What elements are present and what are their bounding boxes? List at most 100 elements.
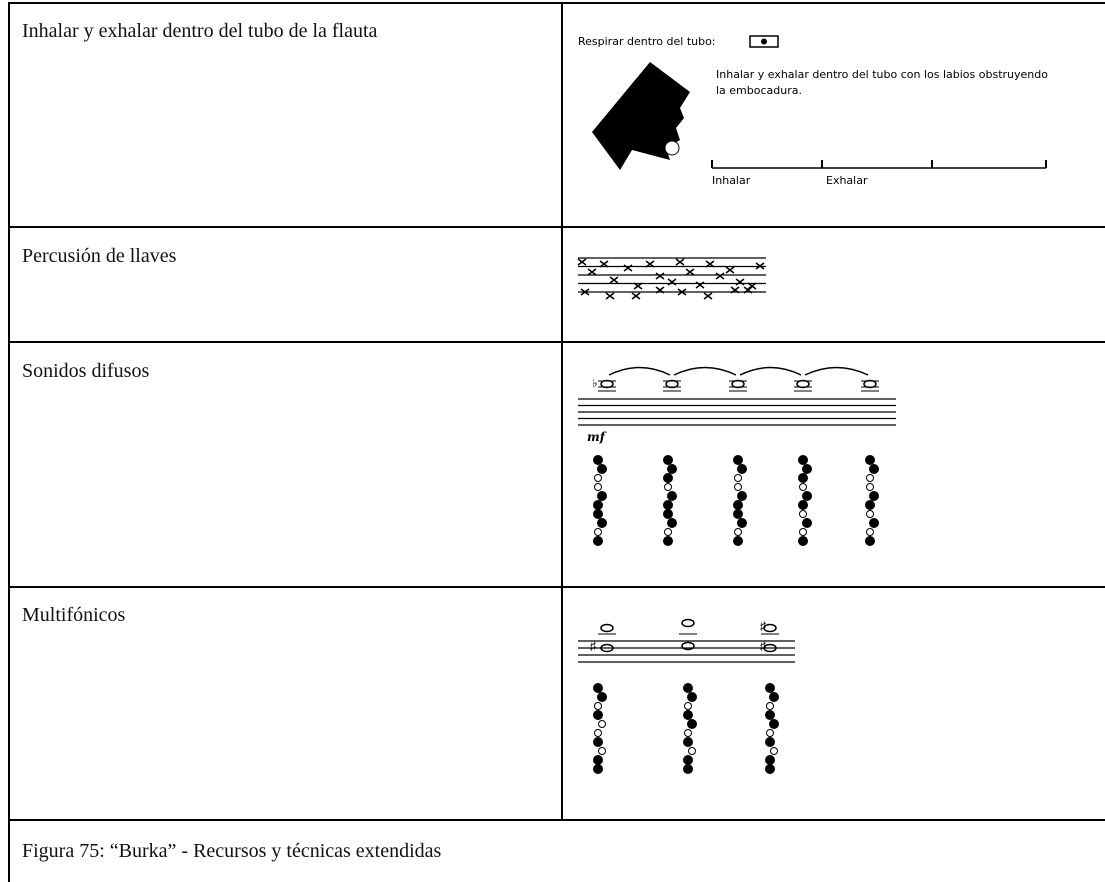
fingering-key [663, 455, 673, 465]
slur [739, 366, 802, 376]
fingering-key [765, 755, 775, 765]
x-note [705, 260, 715, 268]
x-note [655, 286, 665, 294]
fingering-key [866, 528, 874, 536]
flat: ♭ [592, 376, 598, 390]
border [8, 226, 1105, 228]
fingering-key [597, 464, 607, 474]
x-note [623, 264, 633, 272]
fingering-key [663, 536, 673, 546]
fingering-key [733, 536, 743, 546]
x-note [730, 286, 740, 294]
fingering-key [683, 764, 693, 774]
fingering-key [766, 729, 774, 737]
fingering-key [769, 719, 779, 729]
fingering-key [664, 528, 672, 536]
fingering-key [798, 473, 808, 483]
border [8, 2, 10, 882]
fingering-key [765, 710, 775, 720]
fingering-key [593, 764, 603, 774]
fingering-key [593, 500, 603, 510]
row-label: Sonidos difusos [22, 360, 150, 382]
timeline-label: Exhalar [826, 174, 868, 187]
row-label: Percusión de llaves [22, 245, 177, 267]
slur [673, 366, 737, 376]
fingering-key [869, 518, 879, 528]
fingering-key [733, 500, 743, 510]
figure-description: Inhalar y exhalar dentro del tubo con lo… [716, 68, 1048, 97]
fingering-key [798, 536, 808, 546]
fingering-key [866, 510, 874, 518]
fingering-key [737, 491, 747, 501]
fingering-key [667, 464, 677, 474]
fingering-key [688, 747, 696, 755]
fingering-key [869, 464, 879, 474]
fingering-key [865, 455, 875, 465]
fingering-key [799, 528, 807, 536]
fingering-key [798, 500, 808, 510]
x-note [685, 268, 695, 276]
fingering-key [765, 764, 775, 774]
fingering-key [593, 737, 603, 747]
x-note [735, 278, 745, 286]
note [600, 643, 614, 653]
x-note [743, 286, 753, 294]
fingering-key [594, 483, 602, 491]
sharp: ♯ [590, 639, 596, 653]
border [8, 586, 1105, 588]
fingering-key [765, 737, 775, 747]
fingering-key [597, 692, 607, 702]
x-note [587, 268, 597, 276]
fingering-key [683, 683, 693, 693]
fingering-key [683, 737, 693, 747]
note [681, 641, 695, 651]
fingering-key [687, 692, 697, 702]
note [600, 623, 614, 633]
fingering-key [684, 702, 692, 710]
note [681, 618, 695, 628]
x-note [655, 272, 665, 280]
timeline-label: Inhalar [712, 174, 751, 187]
caption: Figura 75: “Burka” - Recursos y técnicas… [22, 840, 442, 862]
fingering-key [593, 710, 603, 720]
x-note [577, 258, 587, 266]
fingering-key [683, 755, 693, 765]
fingering-key [593, 536, 603, 546]
x-note [695, 281, 705, 289]
fingering-key [799, 510, 807, 518]
fingering-key [733, 509, 743, 519]
slur [804, 366, 869, 376]
fingering-key [593, 509, 603, 519]
x-note [755, 262, 765, 270]
fingering-key [733, 455, 743, 465]
fingering-key [737, 518, 747, 528]
row-label: Inhalar y exhalar dentro del tubo de la … [22, 20, 378, 42]
x-note [747, 282, 757, 290]
fingering-key [770, 747, 778, 755]
fingering-key [598, 747, 606, 755]
x-note [715, 272, 725, 280]
fingering-key [734, 483, 742, 491]
x-note [631, 292, 641, 300]
x-note [677, 288, 687, 296]
fingering-key [766, 702, 774, 710]
x-note [675, 258, 685, 266]
note [665, 379, 679, 389]
note [796, 379, 810, 389]
x-note [645, 260, 655, 268]
fingering-key [667, 491, 677, 501]
slur [608, 366, 671, 376]
note [863, 379, 877, 389]
x-note [703, 292, 713, 300]
fingering-key [865, 536, 875, 546]
x-note [725, 266, 735, 274]
fingering-key [737, 464, 747, 474]
fingering-key [734, 528, 742, 536]
fingering-key [593, 683, 603, 693]
fingering-key [798, 455, 808, 465]
fingering-key [593, 455, 603, 465]
fingering-key [866, 474, 874, 482]
dynamic-mark: mf [587, 430, 605, 444]
icon [761, 38, 767, 45]
